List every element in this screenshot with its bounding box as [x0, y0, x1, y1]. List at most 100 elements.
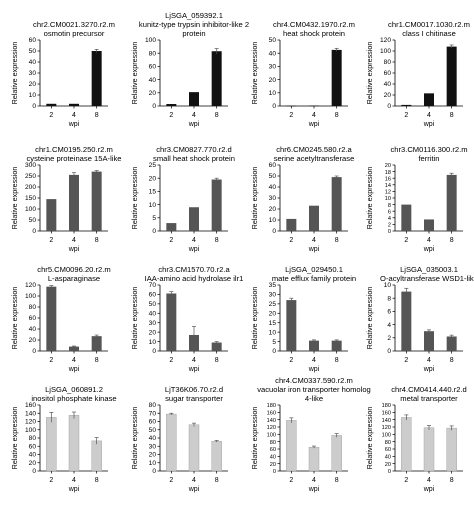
y-tick-label: 0 [388, 229, 391, 235]
y-tick-label: 120 [25, 419, 36, 426]
x-tick-label: 2 [289, 237, 293, 244]
chart-title: heat shock protein [283, 29, 345, 38]
x-axis-label: wpi [188, 121, 200, 128]
bar [211, 179, 222, 231]
y-tick-label: 18 [385, 170, 391, 176]
x-tick-label: 2 [289, 477, 293, 484]
x-tick-label: 4 [192, 237, 196, 244]
y-tick-label: 60 [384, 70, 392, 77]
chart-title: serine acetyltransferase [274, 154, 355, 163]
x-tick-label: 4 [192, 477, 196, 484]
x-axis-label: wpi [188, 366, 200, 373]
y-axis-label: Relative expression [10, 42, 19, 105]
chart-title: O-acyltransferase WSD1-like [380, 274, 474, 283]
y-tick-label: 70 [149, 410, 157, 417]
bar [189, 207, 199, 231]
y-tick-label: 30 [269, 195, 277, 202]
y-tick-label: 60 [270, 447, 276, 453]
y-tick-label: 200 [25, 184, 36, 191]
chart-title: LjSGA_059392.1 [165, 11, 223, 20]
chart-panel: LjSGA_035003.1O-acyltransferase WSD1-lik… [365, 265, 474, 373]
x-tick-label: 4 [72, 237, 76, 244]
x-axis-label: wpi [188, 246, 200, 253]
y-tick-label: 2 [388, 223, 391, 229]
y-tick-label: 40 [269, 184, 277, 191]
bar [46, 199, 57, 231]
bar [46, 286, 57, 351]
bar [166, 413, 177, 472]
y-axis-label: Relative expression [250, 287, 259, 350]
y-tick-label: 30 [149, 320, 157, 327]
bar [424, 93, 434, 106]
y-tick-label: 80 [270, 440, 276, 446]
y-tick-label: 20 [149, 175, 157, 182]
y-tick-label: 10 [384, 282, 392, 289]
y-tick-label: 180 [267, 403, 276, 409]
y-tick-label: 60 [149, 64, 157, 71]
y-tick-label: 8 [387, 295, 391, 302]
y-tick-label: 6 [388, 209, 391, 215]
x-tick-label: 2 [169, 237, 173, 244]
x-tick-label: 8 [95, 237, 99, 244]
bar [423, 427, 435, 472]
x-tick-label: 2 [404, 477, 408, 484]
y-tick-label: 25 [269, 301, 277, 308]
bar [446, 46, 457, 106]
y-tick-label: 20 [269, 310, 277, 317]
bar [91, 336, 102, 351]
y-tick-label: 140 [25, 410, 36, 417]
y-tick-label: 35 [269, 282, 277, 289]
bar [309, 205, 319, 231]
y-tick-label: 40 [29, 326, 37, 333]
x-tick-label: 2 [404, 112, 408, 119]
y-axis-label: Relative expression [130, 42, 139, 105]
y-tick-label: 10 [385, 196, 391, 202]
x-tick-label: 4 [427, 112, 431, 119]
x-tick-label: 4 [72, 357, 76, 364]
y-tick-label: 14 [385, 183, 391, 189]
x-tick-label: 2 [289, 357, 293, 364]
bar [68, 415, 80, 472]
x-tick-label: 2 [169, 112, 173, 119]
x-tick-label: 2 [169, 477, 173, 484]
y-axis-label: Relative expression [365, 42, 374, 105]
bar [401, 417, 412, 472]
y-tick-label: 5 [152, 215, 156, 222]
bar [91, 440, 102, 472]
y-tick-label: 80 [29, 304, 37, 311]
y-tick-label: 20 [149, 452, 157, 459]
y-tick-label: 15 [269, 320, 277, 327]
y-tick-label: 6 [387, 309, 391, 316]
y-tick-label: 100 [25, 293, 36, 300]
y-tick-label: 40 [269, 50, 277, 57]
bar [211, 342, 222, 351]
y-tick-label: 40 [385, 455, 391, 461]
chart-title: chr4.CM0337.590.r2.m [275, 376, 353, 385]
y-axis-label: Relative expression [250, 407, 259, 470]
bar [308, 446, 320, 472]
y-tick-label: 40 [384, 81, 392, 88]
x-tick-label: 8 [335, 357, 339, 364]
y-axis-label: Relative expression [365, 407, 374, 470]
bar [446, 174, 457, 231]
y-tick-label: 16 [385, 176, 391, 182]
bar [286, 420, 297, 472]
bar [309, 340, 319, 351]
x-tick-label: 8 [215, 357, 219, 364]
y-tick-label: 40 [29, 452, 37, 459]
y-tick-label: 300 [25, 162, 36, 169]
y-tick-label: 100 [25, 427, 36, 434]
x-tick-label: 4 [72, 112, 76, 119]
x-tick-label: 8 [335, 477, 339, 484]
y-tick-label: 180 [382, 403, 391, 409]
y-tick-label: 60 [29, 37, 37, 44]
bar [46, 417, 57, 472]
chart-title: LjSGA_029450.1 [285, 265, 343, 274]
chart-title: chr3.CM0116.300.r2.m [390, 145, 467, 154]
x-tick-label: 4 [427, 357, 431, 364]
bar [286, 300, 297, 351]
y-tick-label: 80 [149, 402, 157, 409]
